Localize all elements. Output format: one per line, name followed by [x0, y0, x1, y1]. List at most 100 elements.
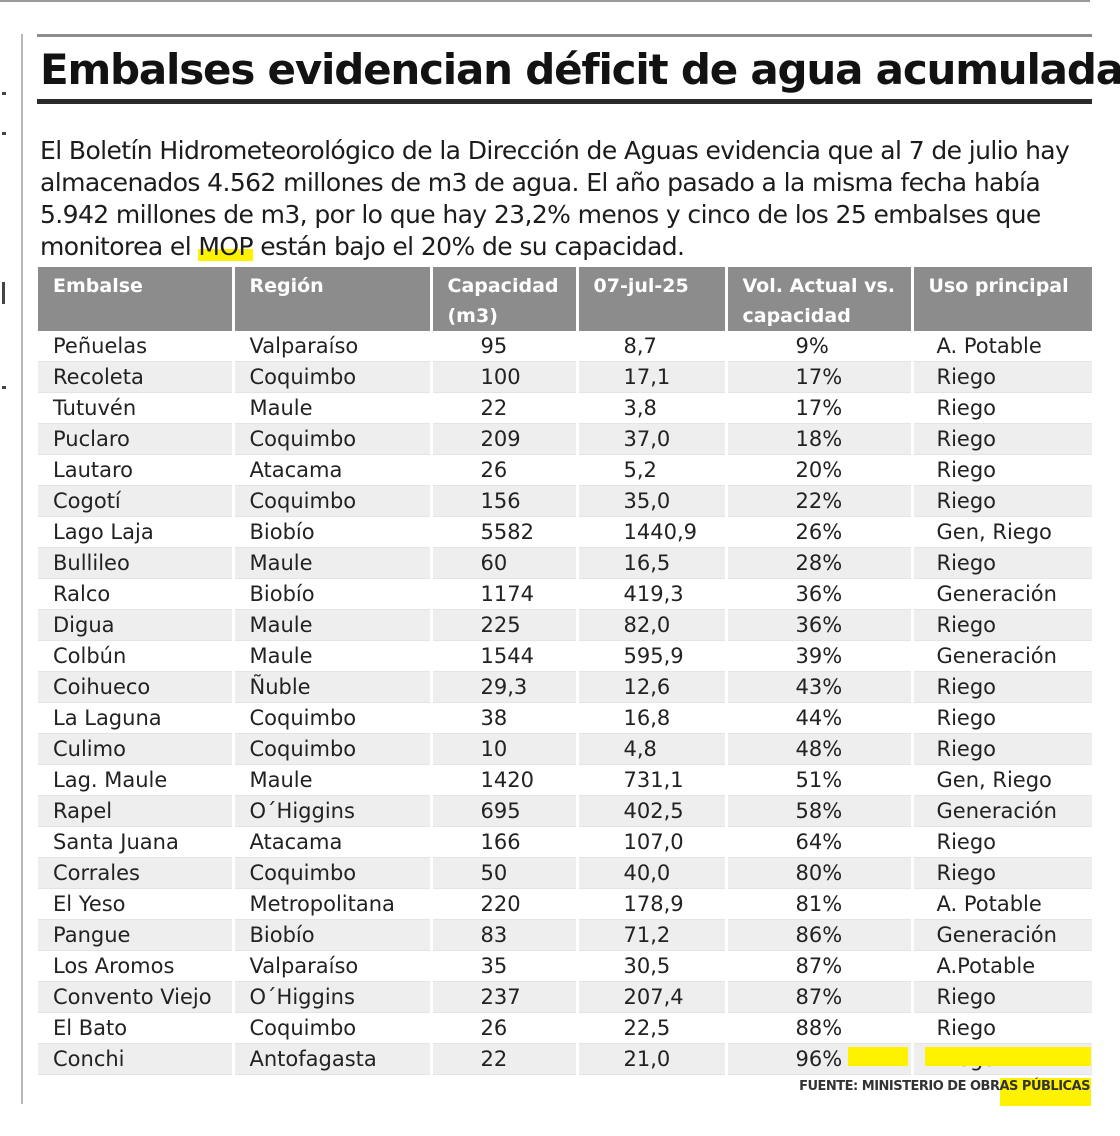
cell-volumen: 16,8 [577, 702, 728, 734]
cell-uso: Riego [912, 981, 1092, 1013]
cell-capacidad: 695 [431, 795, 579, 827]
cell-volumen: 1440,9 [577, 516, 728, 548]
cell-capacidad: 38 [431, 702, 579, 734]
cell-uso: Generación [912, 795, 1092, 827]
cell-porcentaje: 39% [726, 640, 914, 672]
table-row: Corrales Coquimbo 50 40,0 80% Riego [38, 857, 1092, 889]
cell-embalse: Ralco [38, 578, 235, 610]
cell-porcentaje: 64% [726, 826, 914, 858]
cell-capacidad: 95 [431, 331, 579, 362]
lede-paragraph: El Boletín Hidrometeorológico de la Dire… [40, 135, 1090, 263]
cell-uso: Riego [912, 702, 1092, 734]
cell-region: Coquimbo [233, 485, 433, 517]
cell-volumen: 37,0 [577, 423, 728, 455]
cell-region: Coquimbo [233, 423, 433, 455]
cell-capacidad: 1174 [431, 578, 579, 610]
headline-top-rule [37, 34, 1092, 37]
cell-porcentaje: 36% [726, 578, 914, 610]
cell-region: O´Higgins [233, 981, 433, 1013]
cell-capacidad: 1544 [431, 640, 579, 672]
table-row: Colbún Maule 1544 595,9 39% Generación [38, 640, 1092, 672]
cell-porcentaje: 87% [726, 981, 914, 1013]
cell-volumen: 21,0 [577, 1043, 728, 1075]
cell-embalse: Digua [38, 609, 235, 641]
table-row: Santa Juana Atacama 166 107,0 64% Riego [38, 826, 1092, 858]
cell-porcentaje: 48% [726, 733, 914, 765]
column-header-capacidad: Capacidad (m3) [431, 267, 579, 331]
cell-region: Valparaíso [233, 950, 433, 982]
cell-capacidad: 1420 [431, 764, 579, 796]
cell-porcentaje: 9% [726, 331, 914, 362]
cell-capacidad: 60 [431, 547, 579, 579]
cell-region: Maule [233, 392, 433, 424]
cell-region: Biobío [233, 516, 433, 548]
table-row: Tutuvén Maule 22 3,8 17% Riego [38, 392, 1092, 424]
cell-volumen: 12,6 [577, 671, 728, 703]
table-row: Lag. Maule Maule 1420 731,1 51% Gen, Riego [38, 764, 1092, 796]
cell-uso: Riego [912, 733, 1092, 765]
cell-porcentaje: 36% [726, 609, 914, 641]
cell-volumen: 40,0 [577, 857, 728, 889]
cell-embalse: Bullileo [38, 547, 235, 579]
cell-porcentaje: 87% [726, 950, 914, 982]
cell-capacidad: 166 [431, 826, 579, 858]
table-row: Rapel O´Higgins 695 402,5 58% Generación [38, 795, 1092, 827]
reservoir-table: Embalse Región Capacidad (m3) 07-jul-25 … [38, 267, 1092, 1075]
cell-embalse: Corrales [38, 857, 235, 889]
cell-uso: Generación [912, 919, 1092, 951]
cell-capacidad: 35 [431, 950, 579, 982]
table-row: Coihueco Ñuble 29,3 12,6 43% Riego [38, 671, 1092, 703]
table-row: Lago Laja Biobío 5582 1440,9 26% Gen, Riego [38, 516, 1092, 548]
column-header-fecha: 07-jul-25 [577, 267, 728, 331]
cell-porcentaje: 86% [726, 919, 914, 951]
cell-region: Maule [233, 764, 433, 796]
cell-capacidad: 22 [431, 392, 579, 424]
cell-capacidad: 156 [431, 485, 579, 517]
cell-volumen: 35,0 [577, 485, 728, 517]
cell-uso: Riego [912, 826, 1092, 858]
cell-capacidad: 237 [431, 981, 579, 1013]
cell-volumen: 107,0 [577, 826, 728, 858]
table-row: El Bato Coquimbo 26 22,5 88% Riego [38, 1012, 1092, 1044]
cell-embalse: Coihueco [38, 671, 235, 703]
cell-embalse: Lag. Maule [38, 764, 235, 796]
headline-bottom-rule [37, 99, 1092, 104]
source-credit: FUENTE: MINISTERIO DE OBRAS PÚBLICAS [799, 1079, 1090, 1094]
highlight-mark [925, 1047, 1091, 1066]
cell-region: Atacama [233, 454, 433, 486]
cell-volumen: 595,9 [577, 640, 728, 672]
cell-porcentaje: 51% [726, 764, 914, 796]
cell-uso: Riego [912, 547, 1092, 579]
cell-uso: Riego [912, 485, 1092, 517]
cell-embalse: Recoleta [38, 361, 235, 393]
cell-embalse: Lautaro [38, 454, 235, 486]
cell-capacidad: 50 [431, 857, 579, 889]
cell-uso: Generación [912, 578, 1092, 610]
cell-region: Ñuble [233, 671, 433, 703]
cell-capacidad: 10 [431, 733, 579, 765]
cell-embalse: Santa Juana [38, 826, 235, 858]
cell-porcentaje: 17% [726, 361, 914, 393]
cell-capacidad: 5582 [431, 516, 579, 548]
cell-volumen: 71,2 [577, 919, 728, 951]
edge-mark [2, 132, 6, 135]
cell-capacidad: 29,3 [431, 671, 579, 703]
cell-volumen: 16,5 [577, 547, 728, 579]
cell-capacidad: 22 [431, 1043, 579, 1075]
cell-capacidad: 26 [431, 454, 579, 486]
table-row: Peñuelas Valparaíso 95 8,7 9% A. Potable [38, 331, 1092, 362]
cell-volumen: 8,7 [577, 331, 728, 362]
table-body: Peñuelas Valparaíso 95 8,7 9% A. Potable Recol… [38, 331, 1092, 1075]
cell-volumen: 30,5 [577, 950, 728, 982]
cell-volumen: 3,8 [577, 392, 728, 424]
table-row: Digua Maule 225 82,0 36% Riego [38, 609, 1092, 641]
cell-capacidad: 225 [431, 609, 579, 641]
cell-embalse: La Laguna [38, 702, 235, 734]
cell-volumen: 419,3 [577, 578, 728, 610]
table-row: Los Aromos Valparaíso 35 30,5 87% A.Potable [38, 950, 1092, 982]
cell-porcentaje: 18% [726, 423, 914, 455]
cell-volumen: 17,1 [577, 361, 728, 393]
highlight-mark [1000, 1078, 1091, 1106]
lede-text-start: El Boletín Hidrometeorológico de la Dire… [40, 136, 1070, 261]
cell-region: Maule [233, 640, 433, 672]
